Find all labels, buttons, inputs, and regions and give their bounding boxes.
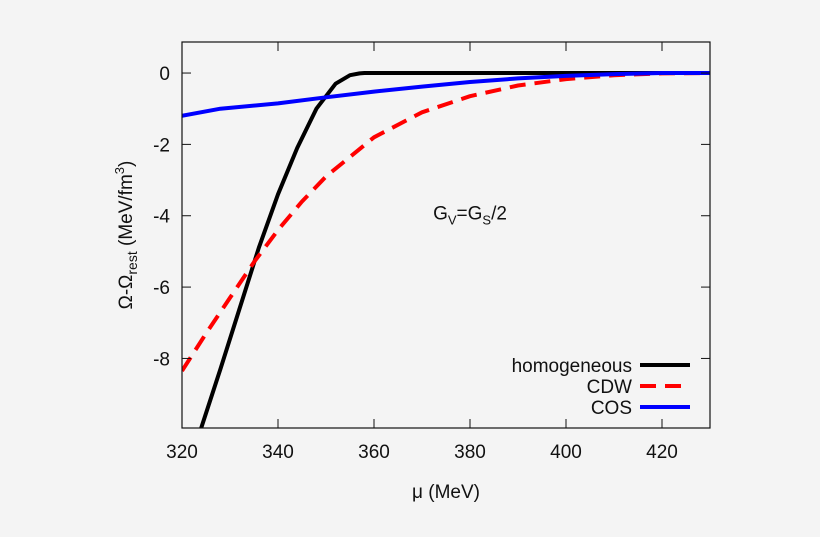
series-layer <box>182 71 710 428</box>
plot-frame <box>181 41 711 429</box>
y-tick-label: -4 <box>153 207 170 228</box>
legend-label: COS <box>591 398 632 419</box>
y-axis-label: Ω-Ωrest (MeV/fm3) <box>112 161 140 310</box>
x-tick-label: 420 <box>646 442 678 463</box>
x-tick-label: 320 <box>166 442 198 463</box>
y-tick-label: -8 <box>153 349 170 370</box>
legend-label: homogeneous <box>512 356 632 377</box>
y-tick-label: 0 <box>159 64 170 85</box>
legend-label: CDW <box>587 377 632 398</box>
x-axis-label: μ (MeV) <box>412 482 480 503</box>
x-tick-label: 380 <box>454 442 486 463</box>
x-tick-label: 360 <box>358 442 390 463</box>
x-tick-label: 400 <box>550 442 582 463</box>
ticks-layer: 320 340 360 380 400 420 0 -2 -4 -6 -8 <box>153 42 710 463</box>
x-tick-label: 340 <box>262 442 294 463</box>
series-line-cos <box>182 71 710 118</box>
y-tick-label: -6 <box>153 278 170 299</box>
y-tick-label: -2 <box>153 135 170 156</box>
series-line-homogeneous <box>199 71 710 428</box>
annotation: GV=GS/2 <box>433 203 507 227</box>
